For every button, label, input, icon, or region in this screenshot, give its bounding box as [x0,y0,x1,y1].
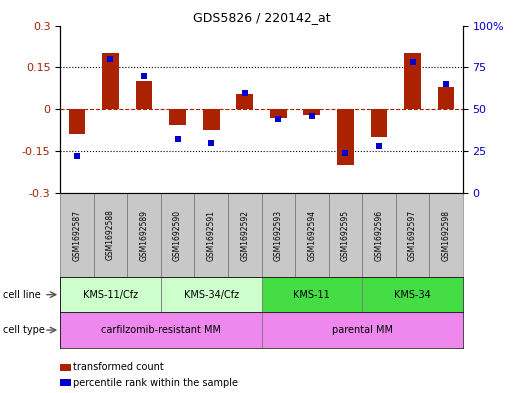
Bar [262,277,362,312]
Text: KMS-34/Cfz: KMS-34/Cfz [184,290,238,299]
Text: GSM1692595: GSM1692595 [341,209,350,261]
Text: GSM1692594: GSM1692594 [308,209,316,261]
Text: cell type: cell type [3,325,44,335]
Text: transformed count: transformed count [73,362,164,372]
Point [408,59,417,66]
Text: cell line: cell line [3,290,40,299]
Bar [135,81,152,109]
Point [308,113,316,119]
Text: GSM1692587: GSM1692587 [72,209,82,261]
Text: GSM1692588: GSM1692588 [106,209,115,261]
Text: GSM1692598: GSM1692598 [441,209,451,261]
Bar [69,109,85,134]
Bar [236,94,253,109]
Point [274,116,282,123]
Point [442,81,450,87]
Text: GSM1692591: GSM1692591 [207,209,215,261]
Bar [303,109,320,115]
Text: KMS-11/Cfz: KMS-11/Cfz [83,290,138,299]
Point [174,136,182,143]
Text: GSM1692590: GSM1692590 [173,209,182,261]
Text: GSM1692597: GSM1692597 [408,209,417,261]
Bar [60,277,161,312]
Bar [270,109,287,118]
Text: GSM1692596: GSM1692596 [374,209,383,261]
Bar [404,53,421,109]
Text: GSM1692593: GSM1692593 [274,209,283,261]
Point [207,140,215,146]
Text: GSM1692589: GSM1692589 [140,209,149,261]
Bar [337,109,354,165]
Text: carfilzomib-resistant MM: carfilzomib-resistant MM [101,325,221,335]
Point [241,90,249,96]
Text: GSM1692592: GSM1692592 [240,209,249,261]
Text: parental MM: parental MM [332,325,393,335]
Bar [161,277,262,312]
Text: KMS-34: KMS-34 [394,290,431,299]
Point [106,56,115,62]
Bar [362,277,463,312]
Bar [371,109,388,137]
Point [341,150,349,156]
Bar [60,312,262,348]
Point [73,153,81,160]
Point [140,73,148,79]
Title: GDS5826 / 220142_at: GDS5826 / 220142_at [192,11,331,24]
Point [375,143,383,149]
Bar [262,312,463,348]
Bar [102,53,119,109]
Bar [203,109,220,130]
Bar [169,109,186,125]
Text: percentile rank within the sample: percentile rank within the sample [73,378,238,388]
Bar [438,87,454,109]
Text: KMS-11: KMS-11 [293,290,330,299]
